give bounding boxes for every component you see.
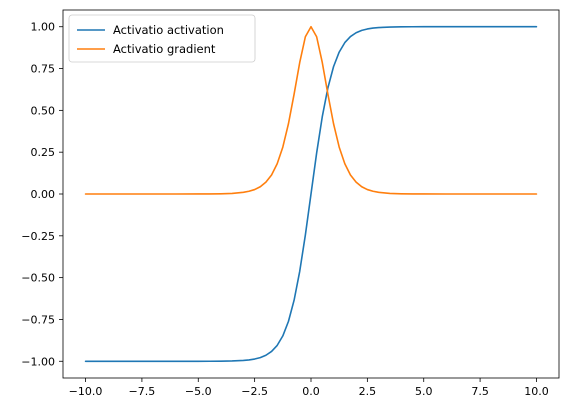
x-tick-label: −10.0 (69, 385, 103, 398)
x-tick-label: 10.0 (524, 385, 549, 398)
y-tick-label: −0.75 (21, 313, 55, 326)
x-tick-label: −7.5 (129, 385, 156, 398)
x-tick-label: 2.5 (359, 385, 377, 398)
legend-box (68, 14, 256, 63)
x-tick-label: 0.0 (302, 385, 320, 398)
y-tick-label: 0.25 (31, 146, 56, 159)
y-tick-label: 0.50 (31, 104, 56, 117)
series-lines (84, 25, 538, 363)
x-tick-label: −5.0 (185, 385, 212, 398)
y-tick-label: −0.25 (21, 230, 55, 243)
x-tick-label: 5.0 (415, 385, 433, 398)
y-tick-label: −0.50 (21, 272, 55, 285)
y-axis: 1.00 0.75 0.50 0.25 0.00 −0.25 −0.50 −0.75 −1.00 (21, 21, 63, 368)
legend: Activatio activation Activatio gradient (68, 14, 256, 63)
y-tick-label: −1.00 (21, 355, 55, 368)
x-axis: −10.0 −7.5 −5.0 −2.5 0.0 2.5 5.0 7.5 10.0 (69, 378, 549, 398)
legend-label: Activatio activation (113, 23, 224, 37)
x-tick-label: 7.5 (471, 385, 489, 398)
y-tick-label: 1.00 (31, 21, 56, 34)
y-tick-label: 0.75 (31, 63, 56, 76)
series-line-2 (84, 25, 538, 195)
x-tick-label: −2.5 (241, 385, 268, 398)
y-tick-label: 0.00 (31, 188, 56, 201)
series-line-1 (84, 25, 538, 363)
legend-label: Activatio gradient (113, 42, 216, 56)
